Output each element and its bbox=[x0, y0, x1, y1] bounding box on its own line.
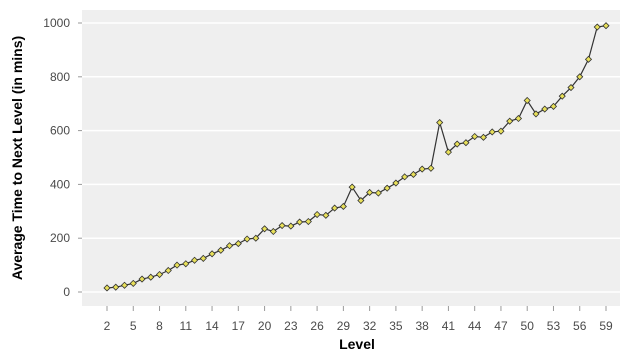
data-point-level-10 bbox=[173, 261, 181, 269]
gridlines bbox=[82, 22, 620, 293]
data-point-level-28 bbox=[331, 204, 339, 212]
data-point-level-12 bbox=[190, 256, 199, 264]
data-point-level-30 bbox=[348, 183, 356, 191]
data-point-level-24 bbox=[296, 218, 304, 226]
data-point-level-3 bbox=[112, 283, 120, 291]
series-line bbox=[106, 25, 607, 289]
data-point-level-52 bbox=[541, 105, 549, 113]
x-tick-label: 2 bbox=[104, 319, 111, 333]
x-tick-label: 59 bbox=[599, 319, 613, 333]
x-tick-label: 29 bbox=[337, 319, 351, 333]
data-point-level-46 bbox=[488, 128, 496, 136]
data-point-level-48 bbox=[506, 117, 514, 125]
data-point-level-2 bbox=[103, 284, 111, 292]
data-point-level-56 bbox=[576, 73, 584, 81]
data-point-level-41 bbox=[444, 148, 452, 156]
data-point-level-6 bbox=[138, 275, 146, 283]
x-tick-label: 38 bbox=[415, 319, 429, 333]
x-tick-label: 32 bbox=[363, 319, 377, 333]
x-tick-label: 5 bbox=[130, 319, 137, 333]
x-tick-label: 47 bbox=[494, 319, 508, 333]
data-point-level-15 bbox=[217, 246, 225, 254]
plot-background bbox=[82, 10, 620, 306]
data-point-level-20 bbox=[261, 225, 269, 233]
data-point-level-57 bbox=[584, 55, 593, 63]
data-point-level-36 bbox=[401, 173, 409, 181]
data-point-level-17 bbox=[234, 240, 242, 248]
y-tick-label: 600 bbox=[50, 124, 70, 138]
y-tick-label: 200 bbox=[50, 231, 70, 245]
y-tick-label: 800 bbox=[50, 70, 70, 84]
data-point-level-34 bbox=[383, 184, 391, 192]
x-tick-label: 11 bbox=[180, 319, 193, 333]
x-tick-label: 23 bbox=[284, 319, 298, 333]
data-point-level-23 bbox=[287, 222, 295, 230]
data-point-level-35 bbox=[392, 179, 400, 187]
data-point-level-8 bbox=[155, 270, 164, 279]
data-point-level-43 bbox=[462, 139, 470, 147]
data-point-level-45 bbox=[479, 133, 488, 141]
data-point-level-55 bbox=[567, 83, 575, 92]
data-point-level-50 bbox=[523, 96, 531, 105]
data-point-level-40 bbox=[436, 118, 444, 127]
data-point-level-58 bbox=[593, 23, 601, 31]
x-axis-ticks: 2 5 8 11 14 17 20 23 26 29 32 35 38 41 44 47 50 53 56 59 bbox=[104, 306, 613, 333]
data-point-level-42 bbox=[453, 140, 461, 148]
data-point-level-59 bbox=[602, 22, 610, 30]
y-axis-title: Average Time to Next Level (in mins) bbox=[9, 36, 25, 280]
data-point-level-25 bbox=[304, 217, 312, 226]
data-point-level-51 bbox=[532, 110, 540, 118]
x-tick-label: 17 bbox=[232, 319, 246, 333]
data-point-level-37 bbox=[409, 170, 417, 179]
data-point-level-54 bbox=[558, 92, 566, 100]
data-point-level-4 bbox=[120, 281, 129, 289]
data-point-level-7 bbox=[147, 273, 155, 281]
x-tick-label: 8 bbox=[156, 319, 163, 333]
y-tick-label: 0 bbox=[63, 285, 70, 299]
data-point-level-21 bbox=[269, 227, 277, 236]
x-tick-label: 35 bbox=[389, 319, 403, 333]
y-tick-label: 400 bbox=[50, 177, 70, 191]
data-point-level-22 bbox=[278, 221, 286, 230]
data-point-level-14 bbox=[208, 250, 216, 258]
data-point-level-16 bbox=[225, 242, 234, 250]
x-tick-label: 41 bbox=[442, 319, 456, 333]
x-tick-label: 50 bbox=[521, 319, 535, 333]
data-point-level-38 bbox=[418, 165, 426, 173]
series-layer bbox=[103, 22, 610, 292]
data-point-level-9 bbox=[164, 266, 172, 275]
x-tick-label: 56 bbox=[573, 319, 587, 333]
x-tick-label: 14 bbox=[205, 319, 219, 333]
x-tick-label: 26 bbox=[310, 319, 324, 333]
data-point-level-33 bbox=[374, 189, 382, 197]
data-point-level-44 bbox=[471, 132, 479, 141]
data-point-level-31 bbox=[357, 196, 365, 205]
data-point-level-13 bbox=[199, 254, 207, 262]
data-point-level-47 bbox=[497, 127, 505, 135]
data-point-level-27 bbox=[322, 211, 330, 219]
data-point-level-11 bbox=[182, 260, 190, 268]
data-point-level-53 bbox=[549, 102, 558, 110]
x-tick-label: 44 bbox=[468, 319, 482, 333]
x-tick-label: 53 bbox=[547, 319, 561, 333]
data-point-level-49 bbox=[514, 114, 523, 123]
data-point-level-18 bbox=[243, 235, 251, 243]
data-point-level-26 bbox=[313, 210, 321, 219]
data-point-level-29 bbox=[339, 202, 347, 211]
x-tick-label: 20 bbox=[258, 319, 272, 333]
y-tick-label: 1000 bbox=[43, 16, 70, 30]
data-point-level-39 bbox=[427, 164, 435, 172]
data-point-level-32 bbox=[366, 188, 374, 197]
data-point-level-19 bbox=[252, 234, 260, 242]
y-axis-ticks: 0 200 400 600 800 1000 bbox=[43, 16, 82, 299]
data-point-level-5 bbox=[129, 279, 137, 287]
x-axis-title: Level bbox=[339, 336, 375, 352]
